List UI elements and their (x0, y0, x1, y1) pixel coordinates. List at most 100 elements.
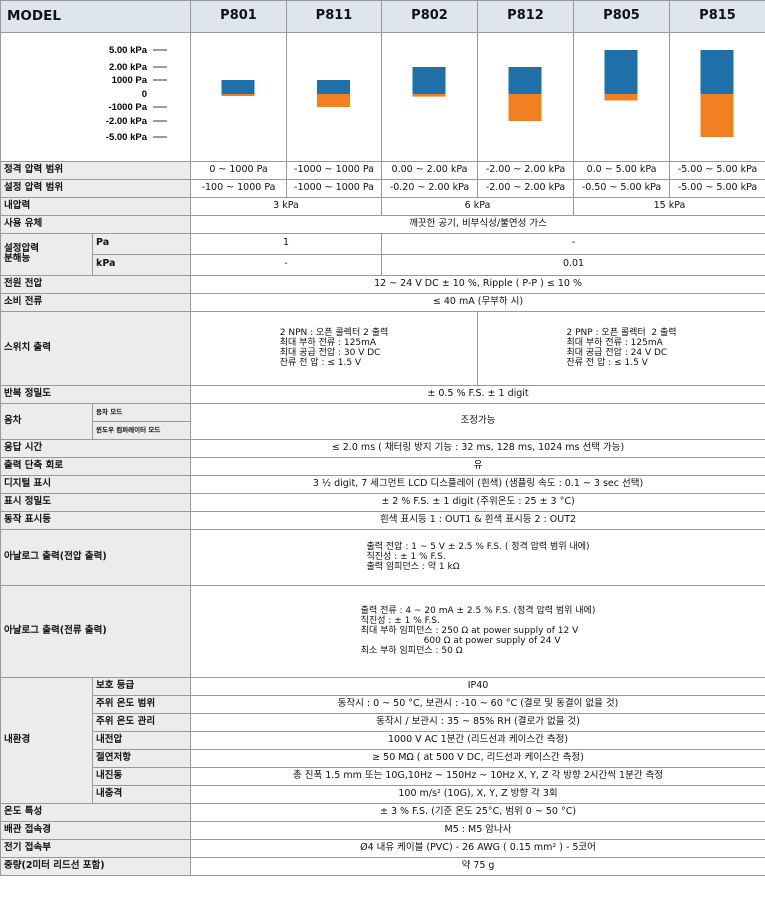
row-label: 설정 압력 범위 (0, 178, 192, 198)
cell-value: 총 진폭 1.5 mm 또는 10G,10Hz ~ 150Hz ~ 10Hz X… (190, 766, 765, 786)
set-range-bar (700, 94, 734, 137)
cell-value: -100 ~ 1000 Pa (190, 178, 288, 198)
resolution-kpa-row: kPa - 0.01 (1, 253, 765, 276)
rated-range-bar (700, 50, 734, 94)
set-range-bar (412, 94, 446, 97)
cell-value: ± 2 % F.S. ± 1 digit (주위온도 : 25 ± 3 °C) (190, 492, 765, 512)
row-label: 전기 접속부 (0, 838, 192, 858)
row-label: 디지털 표시 (0, 474, 192, 494)
cell-value: 유 (190, 456, 765, 476)
chart-cell (477, 32, 575, 162)
env-row: 주위 온도 범위 동작시 : 0 ~ 50 °C, 보관시 : -10 ~ 60… (1, 694, 765, 714)
sub-label: kPa (91, 253, 192, 276)
model-header: P812 (477, 0, 575, 33)
analog-voltage-row: 아날로그 출력(전압 출력) 출력 전압 : 1 ~ 5 V ± 2.5 % F… (0, 528, 765, 586)
cell-value: 0 ~ 1000 Pa (190, 160, 288, 180)
cell-value: Ø4 내유 케이블 (PVC) - 26 AWG ( 0.15 mm² ) - … (190, 838, 765, 858)
cell-value: ± 0.5 % F.S. ± 1 digit (190, 384, 765, 404)
row-label: 내환경 (0, 676, 93, 804)
rated-range-bar (317, 80, 351, 94)
switch-output-row: 스위치 출력 2 NPN : 오픈 콜렉터 2 출력 최대 부하 전류 : 12… (0, 310, 765, 386)
cell-value: ± 3 % F.S. (기준 온도 25°C, 범위 0 ~ 50 °C) (190, 802, 765, 822)
cell-value: 약 75 g (190, 856, 765, 876)
chart-cell (381, 32, 479, 162)
chart-row: 5.00 kPa 2.00 kPa 1000 Pa 0 -1000 Pa -2.00 kP… (0, 32, 765, 162)
range-bar-chart (412, 67, 446, 97)
wire-row: 전기 접속부 Ø4 내유 케이블 (PVC) - 26 AWG ( 0.15 m… (0, 838, 765, 858)
axis-tick-label: 5.00 kPa (109, 45, 148, 56)
indicator-row: 동작 표시등 흰색 표시등 1 : OUT1 & 흰색 표시등 2 : OUT2 (0, 510, 765, 530)
cell-value: 0.00 ~ 2.00 kPa (381, 160, 479, 180)
pnp-cell: 2 PNP : 오픈 콜렉터 2 출력 최대 부하 전류 : 125mA 최대 … (477, 310, 765, 386)
sub-label: 절연저항 (91, 748, 192, 768)
port-row: 배관 접속경 M5 : M5 암나사 (0, 820, 765, 840)
rated-range-bar (412, 67, 446, 94)
cell-value: 깨끗한 공기, 비부식성/불연성 가스 (190, 214, 765, 234)
cell-value: - (190, 253, 383, 276)
rated-range-bar (604, 50, 638, 94)
env-row: 내충격 100 m/s² (10G), X, Y, Z 방향 각 3회 (1, 784, 765, 804)
sub-label: 윈도우 컴퍼레이터 모드 (91, 420, 192, 440)
env-row: 절연저항 ≥ 50 MΩ ( at 500 V DC, 리드선과 케이스간 측정… (1, 748, 765, 768)
model-header: P815 (669, 0, 765, 33)
analog-voltage-cell: 출력 전압 : 1 ~ 5 V ± 2.5 % F.S. ( 정격 압력 범위 … (190, 528, 765, 586)
row-label: 동작 표시등 (0, 510, 192, 530)
cell-value: 조정가능 (190, 402, 765, 440)
cell-value: ≥ 50 MΩ ( at 500 V DC, 리드선과 케이스간 측정) (190, 748, 765, 768)
pressure-axis: 5.00 kPa 2.00 kPa 1000 Pa 0 -1000 Pa -2.00 kP… (106, 45, 167, 143)
cell-value: 3 ½ digit, 7 세그먼트 LCD 디스플레이 (흰색) (샘플링 속도… (190, 474, 765, 494)
hysteresis-row: 응차 응차 모드 조정가능 (0, 402, 765, 440)
rated-range-row: 정격 압력 범위 0 ~ 1000 Pa -1000 ~ 1000 Pa 0.0… (0, 160, 765, 180)
cell-value: IP40 (190, 676, 765, 696)
cell-value: -0.50 ~ 5.00 kPa (573, 178, 671, 198)
display-row: 디지털 표시 3 ½ digit, 7 세그먼트 LCD 디스플레이 (흰색) … (0, 474, 765, 494)
cell-value: -1000 ~ 1000 Pa (286, 160, 383, 180)
resolution-pa-row: 설정압력 분해능 Pa 1 - (0, 232, 765, 276)
analog-current-cell: 출력 전류 : 4 ~ 20 mA ± 2.5 % F.S. (정격 압력 범위… (190, 584, 765, 678)
pnp-spec: 2 PNP : 오픈 콜렉터 2 출력 최대 부하 전류 : 125mA 최대 … (566, 327, 677, 369)
model-header: P811 (286, 0, 383, 33)
cell-value: -5.00 ~ 5.00 kPa (669, 160, 765, 180)
rated-range-bar (221, 80, 255, 94)
row-label: 응답 시간 (0, 438, 192, 458)
cell-value: 1 (190, 232, 383, 255)
temp-row: 온도 특성 ± 3 % F.S. (기준 온도 25°C, 범위 0 ~ 50 … (0, 802, 765, 822)
chart-axis-cell: 5.00 kPa 2.00 kPa 1000 Pa 0 -1000 Pa -2.00 kP… (0, 32, 192, 162)
row-label: 아날로그 출력(전류 출력) (0, 584, 192, 678)
set-range-bar (604, 94, 638, 101)
cell-value: 15 kPa (573, 196, 765, 216)
set-range-row: 설정 압력 범위 -100 ~ 1000 Pa -1000 ~ 1000 Pa … (0, 178, 765, 198)
cell-value: -0.20 ~ 2.00 kPa (381, 178, 479, 198)
response-row: 응답 시간 ≤ 2.0 ms ( 채터링 방지 기능 : 32 ms, 128 … (0, 438, 765, 458)
range-bar-chart (508, 67, 542, 121)
set-range-bar (221, 94, 255, 96)
axis-tick-label: -2.00 kPa (106, 116, 148, 127)
env-row: 주위 온도 관리 동작시 / 보관시 : 35 ~ 85% RH (결로가 없을… (1, 712, 765, 732)
display-accuracy-row: 표시 정밀도 ± 2 % F.S. ± 1 digit (주위온도 : 25 ±… (0, 492, 765, 512)
npn-cell: 2 NPN : 오픈 콜렉터 2 출력 최대 부하 전류 : 125mA 최대 … (190, 310, 479, 386)
row-label: 설정압력 분해능 (0, 232, 93, 276)
sub-label: 내충격 (91, 784, 192, 804)
chart-cell (190, 32, 288, 162)
row-label: 소비 전류 (0, 292, 192, 312)
sub-label: 주위 온도 범위 (91, 694, 192, 714)
cell-value: -5.00 ~ 5.00 kPa (669, 178, 765, 198)
row-label: 표시 정밀도 (0, 492, 192, 512)
current-row: 소비 전류 ≤ 40 mA (무부하 시) (0, 292, 765, 312)
header-row: MODEL P801 P811 P802 P812 P805 P815 (0, 0, 765, 33)
npn-spec: 2 NPN : 오픈 콜렉터 2 출력 최대 부하 전류 : 125mA 최대 … (279, 327, 389, 369)
chart-cell (286, 32, 383, 162)
env-row: 내진동 총 진폭 1.5 mm 또는 10G,10Hz ~ 150Hz ~ 10… (1, 766, 765, 786)
sub-label: 응차 모드 (91, 402, 192, 422)
range-bar-chart (221, 80, 255, 96)
weight-row: 중량(2미터 리드선 포함) 약 75 g (0, 856, 765, 876)
row-label: 내압력 (0, 196, 192, 216)
row-label: 출력 단축 회로 (0, 456, 192, 476)
cell-value: -1000 ~ 1000 Pa (286, 178, 383, 198)
row-label: 중량(2미터 리드선 포함) (0, 856, 192, 876)
row-label: 전원 전압 (0, 274, 192, 294)
model-header: P805 (573, 0, 671, 33)
axis-tick-label: 1000 Pa (112, 75, 148, 86)
range-bar-chart (317, 80, 351, 107)
cell-value: 100 m/s² (10G), X, Y, Z 방향 각 3회 (190, 784, 765, 804)
